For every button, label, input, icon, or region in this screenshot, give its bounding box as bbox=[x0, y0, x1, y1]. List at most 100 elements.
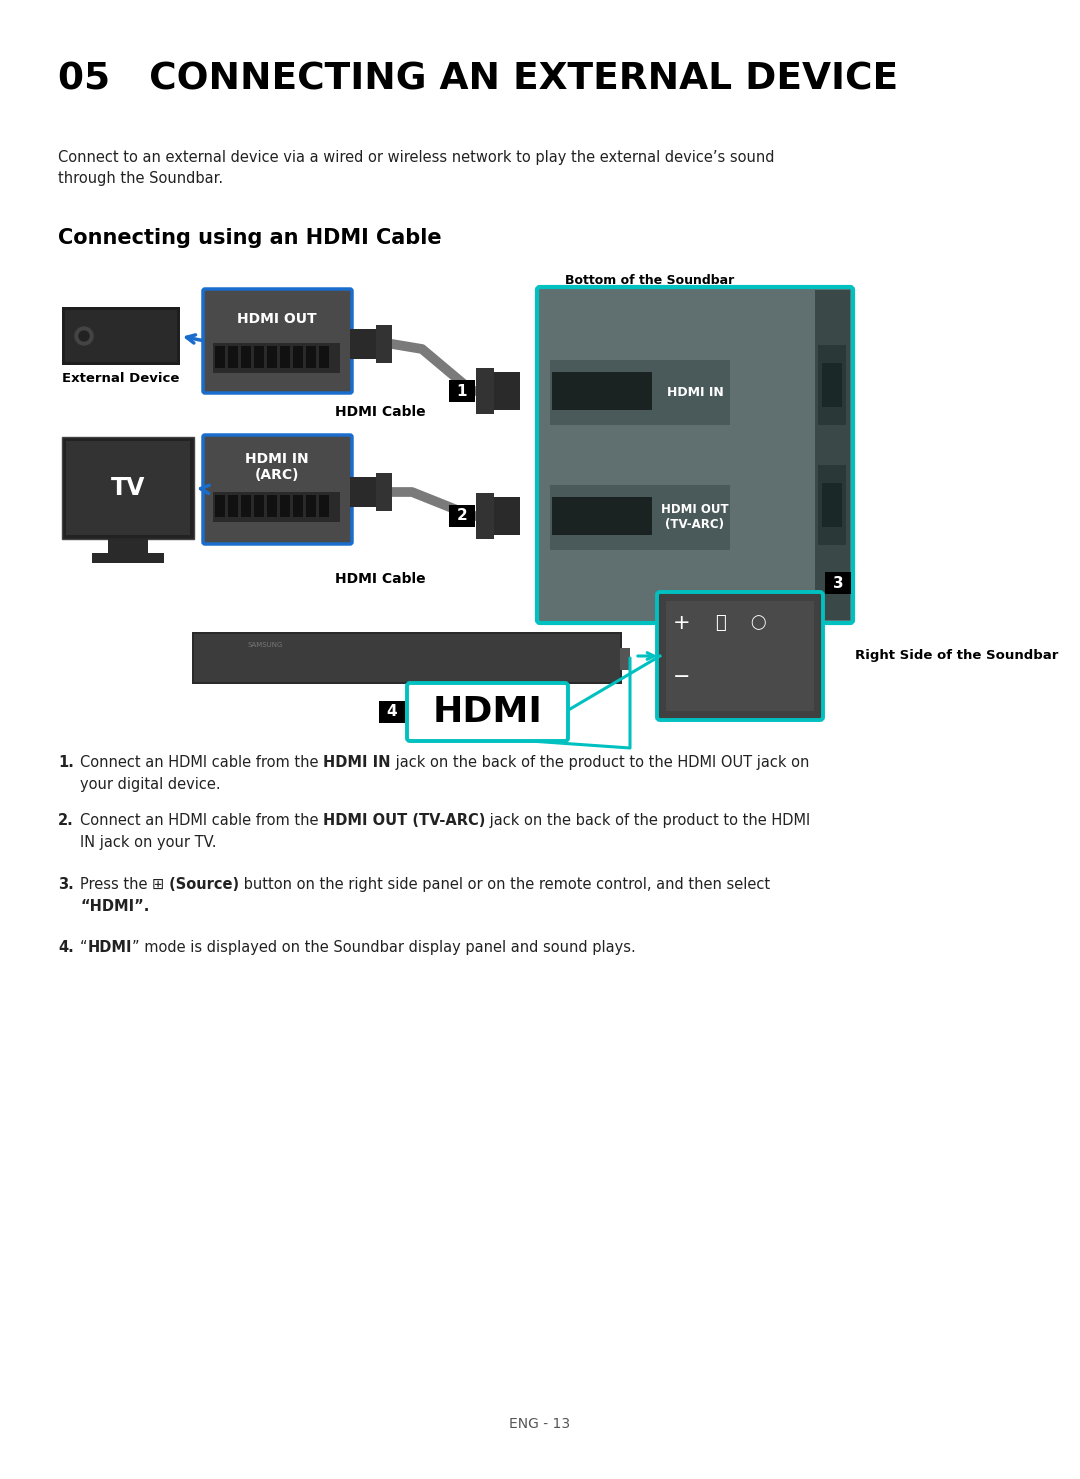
Text: Press the: Press the bbox=[80, 877, 152, 892]
Bar bbox=[350, 478, 378, 507]
Bar bbox=[254, 346, 264, 368]
Text: ⊞: ⊞ bbox=[152, 877, 164, 892]
Bar bbox=[306, 346, 316, 368]
Bar bbox=[194, 634, 620, 682]
Bar bbox=[319, 495, 329, 518]
Bar bbox=[228, 495, 238, 518]
Bar bbox=[108, 538, 148, 555]
Text: +: + bbox=[673, 612, 691, 633]
Text: 1.: 1. bbox=[58, 754, 73, 771]
Bar bbox=[306, 495, 316, 518]
Text: ◯: ◯ bbox=[751, 615, 766, 630]
Text: ENG - 13: ENG - 13 bbox=[510, 1417, 570, 1432]
Text: HDMI OUT: HDMI OUT bbox=[238, 312, 316, 325]
Text: jack on the back of the product to the HDMI: jack on the back of the product to the H… bbox=[486, 813, 811, 828]
Bar bbox=[267, 495, 276, 518]
FancyBboxPatch shape bbox=[203, 288, 352, 393]
Text: HDMI OUT (TV-ARC): HDMI OUT (TV-ARC) bbox=[323, 813, 486, 828]
Bar bbox=[267, 346, 276, 368]
Text: Right Side of the Soundbar: Right Side of the Soundbar bbox=[855, 649, 1058, 663]
Bar bbox=[213, 493, 340, 522]
Bar bbox=[620, 648, 630, 670]
Bar bbox=[492, 373, 519, 410]
Bar bbox=[379, 701, 405, 723]
Text: 1: 1 bbox=[457, 383, 468, 398]
Text: TV: TV bbox=[111, 476, 145, 500]
Bar bbox=[65, 311, 177, 362]
Text: HDMI: HDMI bbox=[87, 941, 132, 955]
Text: Connecting using an HDMI Cable: Connecting using an HDMI Cable bbox=[58, 228, 442, 248]
Text: Connect to an external device via a wired or wireless network to play the extern: Connect to an external device via a wire… bbox=[58, 149, 774, 186]
Bar bbox=[550, 359, 730, 424]
Text: 2.: 2. bbox=[58, 813, 73, 828]
Bar bbox=[228, 346, 238, 368]
Bar bbox=[241, 346, 251, 368]
Bar bbox=[376, 473, 392, 512]
Text: ⦿: ⦿ bbox=[715, 614, 726, 632]
Bar bbox=[825, 572, 851, 595]
Circle shape bbox=[75, 327, 93, 345]
Bar bbox=[215, 346, 225, 368]
Text: “HDMI”.: “HDMI”. bbox=[80, 899, 149, 914]
Bar bbox=[818, 345, 846, 424]
Bar bbox=[241, 495, 251, 518]
Bar bbox=[476, 493, 494, 538]
Text: 4.: 4. bbox=[58, 941, 73, 955]
Circle shape bbox=[79, 331, 89, 342]
Text: IN jack on your TV.: IN jack on your TV. bbox=[80, 836, 216, 850]
Text: Connect an HDMI cable from the: Connect an HDMI cable from the bbox=[80, 813, 323, 828]
Bar bbox=[280, 495, 291, 518]
Text: 4: 4 bbox=[387, 704, 397, 719]
Bar bbox=[350, 328, 378, 359]
Text: your digital device.: your digital device. bbox=[80, 776, 220, 791]
Bar bbox=[280, 346, 291, 368]
Text: ” mode is displayed on the Soundbar display panel and sound plays.: ” mode is displayed on the Soundbar disp… bbox=[132, 941, 636, 955]
Text: button on the right side panel or on the remote control, and then select: button on the right side panel or on the… bbox=[240, 877, 771, 892]
Text: SAMSUNG: SAMSUNG bbox=[247, 642, 282, 648]
Bar bbox=[62, 308, 180, 365]
Bar bbox=[552, 373, 652, 410]
Bar bbox=[293, 346, 303, 368]
Bar bbox=[449, 504, 475, 527]
Text: HDMI OUT
(TV-ARC): HDMI OUT (TV-ARC) bbox=[661, 503, 729, 531]
Bar bbox=[550, 485, 730, 550]
Bar bbox=[66, 441, 190, 535]
Text: jack on the back of the product to the HDMI OUT jack on: jack on the back of the product to the H… bbox=[391, 754, 809, 771]
Text: HDMI IN: HDMI IN bbox=[323, 754, 391, 771]
Bar bbox=[552, 497, 652, 535]
Bar bbox=[319, 346, 329, 368]
Text: “: “ bbox=[80, 941, 87, 955]
Bar bbox=[376, 325, 392, 362]
Bar bbox=[818, 464, 846, 544]
Bar bbox=[822, 362, 842, 407]
Text: HDMI Cable: HDMI Cable bbox=[335, 572, 426, 586]
Text: HDMI: HDMI bbox=[433, 695, 542, 729]
Bar bbox=[192, 632, 622, 683]
Text: 2: 2 bbox=[457, 509, 468, 524]
Bar bbox=[215, 495, 225, 518]
Text: HDMI Cable: HDMI Cable bbox=[335, 405, 426, 419]
FancyBboxPatch shape bbox=[657, 592, 823, 720]
Bar bbox=[92, 553, 164, 563]
Text: (Source): (Source) bbox=[164, 877, 240, 892]
Text: HDMI IN
(ARC): HDMI IN (ARC) bbox=[245, 453, 309, 482]
Bar bbox=[293, 495, 303, 518]
Bar bbox=[476, 368, 494, 414]
Text: −: − bbox=[673, 667, 691, 688]
Bar bbox=[666, 600, 814, 711]
Text: 3: 3 bbox=[833, 575, 843, 590]
FancyBboxPatch shape bbox=[537, 287, 853, 623]
Text: 3.: 3. bbox=[58, 877, 73, 892]
FancyBboxPatch shape bbox=[203, 435, 352, 544]
Text: Connect an HDMI cable from the: Connect an HDMI cable from the bbox=[80, 754, 323, 771]
Text: 05   CONNECTING AN EXTERNAL DEVICE: 05 CONNECTING AN EXTERNAL DEVICE bbox=[58, 62, 899, 98]
FancyBboxPatch shape bbox=[407, 683, 568, 741]
Bar bbox=[62, 436, 194, 538]
Text: External Device: External Device bbox=[63, 373, 179, 385]
Bar bbox=[492, 497, 519, 535]
Bar bbox=[213, 343, 340, 373]
Text: HDMI IN: HDMI IN bbox=[666, 386, 724, 398]
Bar bbox=[540, 290, 850, 620]
Bar bbox=[815, 290, 850, 620]
Text: Bottom of the Soundbar: Bottom of the Soundbar bbox=[565, 274, 734, 287]
